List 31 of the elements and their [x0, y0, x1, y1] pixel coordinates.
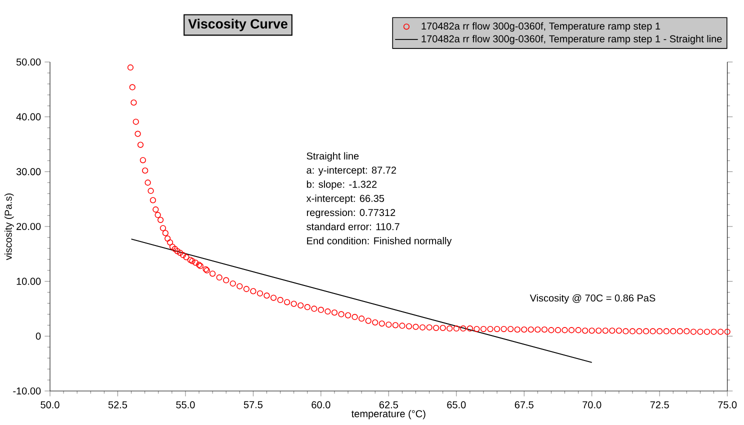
y-tick-label: -10.00	[13, 387, 41, 395]
x-tick-label: 67.5	[514, 401, 534, 408]
x-tick-label: 65.0	[447, 401, 466, 408]
annotation: standard error: 110.7	[306, 222, 400, 230]
x-tick-label: 60.0	[312, 401, 330, 408]
legend-label: 170482a rr flow 300g-0360f, Temperature ramp step 1 - Straight line	[422, 35, 722, 44]
annotation: x-intercept: 66.35	[306, 194, 384, 204]
y-axis-title: viscosity (Pa.s)	[4, 194, 14, 260]
annotation: regression: 0.77312	[306, 208, 396, 218]
legend-label: 170482a rr flow 300g-0360f, Temperature ramp step 1	[422, 22, 660, 32]
y-tick-label: 40.00	[16, 113, 41, 120]
x-tick-label: 72.5	[650, 401, 669, 408]
x-axis-title: temperature (°C)	[352, 410, 426, 420]
x-tick-label: 62.5	[379, 401, 398, 408]
y-tick-label: 30.00	[16, 168, 41, 176]
x-tick-label: 55.0	[176, 401, 195, 408]
y-tick-label: 20.00	[16, 222, 41, 230]
annotation: b: slope: -1.322	[306, 180, 377, 190]
chart-title: Viscosity Curve	[188, 18, 288, 32]
annotation: Viscosity @ 70C = 0.86 PaS	[530, 294, 656, 304]
y-tick-label: 10.00	[16, 278, 41, 285]
x-tick-label: 57.5	[244, 401, 263, 408]
x-tick-label: 70.0	[582, 401, 602, 408]
y-tick-label: 50.00	[16, 58, 41, 66]
y-tick-label: 0	[36, 332, 41, 340]
annotation: a: y-intercept: 87.72	[306, 166, 396, 176]
annotation: End condition: Finished normally	[307, 237, 452, 246]
x-tick-label: 52.5	[108, 401, 128, 408]
annotation: Straight line	[306, 152, 359, 162]
x-tick-label: 50.0	[40, 401, 60, 408]
x-tick-label: 75.0	[718, 401, 737, 408]
